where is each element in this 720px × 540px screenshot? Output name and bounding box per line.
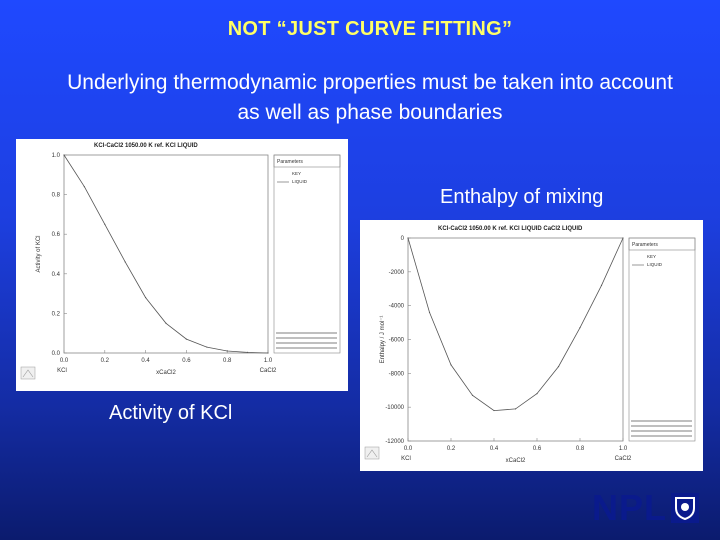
x-tick-label: 0.0 <box>60 358 69 364</box>
x-tick-label: 0.4 <box>490 446 499 452</box>
x-tick-label: 1.0 <box>264 358 273 364</box>
x-tick-label: 0.4 <box>141 358 150 364</box>
legend-header <box>273 154 341 168</box>
data-point <box>514 408 517 410</box>
x-tick-label: 0.8 <box>223 358 232 364</box>
data-point <box>536 393 538 395</box>
data-point <box>622 237 624 239</box>
x-tick-label: 0.0 <box>404 446 413 452</box>
data-point <box>63 154 65 156</box>
legend-box <box>273 154 341 354</box>
activity-chart-panel: KCl-CaCl2 1050.00 K ref. KCl LIQUID 0.0 0.… <box>16 139 348 391</box>
enthalpy-chart: KCl-CaCl2 1050.00 K ref. KCl LIQUID CaCl… <box>364 226 696 464</box>
data-point <box>471 394 474 396</box>
data-point <box>407 237 409 239</box>
y-tick-label: 0.8 <box>52 193 61 199</box>
plot-frame <box>63 154 269 354</box>
legend-entry: LIQUID <box>292 179 308 184</box>
software-logo-mark <box>366 449 378 458</box>
data-point <box>226 350 228 352</box>
data-point <box>165 322 167 324</box>
data-point <box>145 296 147 299</box>
x-tick-label: 0.2 <box>101 358 110 364</box>
legend-title: Parameters <box>277 159 303 165</box>
legend-entry: KEY <box>292 171 301 176</box>
x-tick-label: 0.8 <box>576 446 585 452</box>
x-axis-label: xCaCl2 <box>506 458 526 464</box>
x-end-label-left: KCl <box>57 368 67 374</box>
y-tick-label: 0.4 <box>52 272 61 278</box>
data-point <box>206 346 208 348</box>
series-line <box>407 237 624 412</box>
y-tick-label: -12000 <box>385 439 404 445</box>
data-point <box>428 311 431 314</box>
y-tick-label: 1.0 <box>52 153 61 159</box>
legend-header <box>628 237 696 251</box>
y-tick-label: 0 <box>401 236 405 242</box>
x-tick-label: 0.6 <box>182 358 191 364</box>
data-point <box>450 364 452 366</box>
chart-title: KCl-CaCl2 1050.00 K ref. KCl LIQUID CaCl… <box>438 226 583 232</box>
legend-entry: KEY <box>647 254 656 259</box>
x-end-label-right: CaCl2 <box>615 456 632 462</box>
legend-box <box>628 237 696 442</box>
activity-label: Activity of KCl <box>109 402 233 424</box>
y-tick-label: -4000 <box>389 304 405 310</box>
y-tick-label: -10000 <box>385 405 404 411</box>
chart-title: KCl-CaCl2 1050.00 K ref. KCl LIQUID <box>94 143 198 149</box>
x-end-label-right: CaCl2 <box>260 368 277 374</box>
x-axis-label: xCaCl2 <box>156 370 176 376</box>
data-point <box>579 327 581 329</box>
subtitle-line-1: Underlying thermodynamic properties must… <box>67 71 673 94</box>
y-tick-label: 0.2 <box>52 311 61 317</box>
data-point <box>600 284 603 286</box>
software-logo-icon <box>20 366 36 380</box>
software-logo-mark <box>22 369 34 378</box>
subtitle-line-2: as well as phase boundaries <box>237 101 503 124</box>
slide-subtitle: Underlying thermodynamic properties must… <box>0 68 720 128</box>
data-point <box>185 338 187 340</box>
data-point <box>493 409 495 412</box>
y-tick-label: 0.6 <box>52 232 61 238</box>
data-point <box>83 186 85 188</box>
x-tick-label: 0.2 <box>447 446 456 452</box>
y-tick-label: -2000 <box>389 270 405 276</box>
legend-title: Parameters <box>632 242 658 248</box>
data-point <box>247 351 249 354</box>
y-tick-label: 0.0 <box>52 351 61 357</box>
data-point <box>124 261 126 263</box>
legend-entry: LIQUID <box>647 262 663 267</box>
npl-logo-text: NPL <box>592 487 667 528</box>
software-logo-icon <box>364 446 380 460</box>
data-point <box>557 365 560 368</box>
y-tick-label: -8000 <box>389 371 405 377</box>
x-tick-label: 1.0 <box>619 446 628 452</box>
data-point <box>104 223 106 225</box>
y-axis-label: Activity of KCl <box>36 235 42 272</box>
x-end-label-left: KCl <box>401 456 411 462</box>
enthalpy-chart-panel: KCl-CaCl2 1050.00 K ref. KCl LIQUID CaCl… <box>360 220 703 471</box>
x-tick-label: 0.6 <box>533 446 542 452</box>
slide-title: NOT “JUST CURVE FITTING” <box>227 18 513 40</box>
npl-crest-icon <box>671 493 699 523</box>
enthalpy-label: Enthalpy of mixing <box>440 186 604 208</box>
npl-logo: NPL <box>592 490 699 526</box>
y-tick-label: -6000 <box>389 338 405 344</box>
activity-chart: KCl-CaCl2 1050.00 K ref. KCl LIQUID0.00.… <box>20 143 341 380</box>
data-point <box>267 352 269 354</box>
y-axis-label: Enthalpy / J mol⁻¹ <box>380 316 386 364</box>
